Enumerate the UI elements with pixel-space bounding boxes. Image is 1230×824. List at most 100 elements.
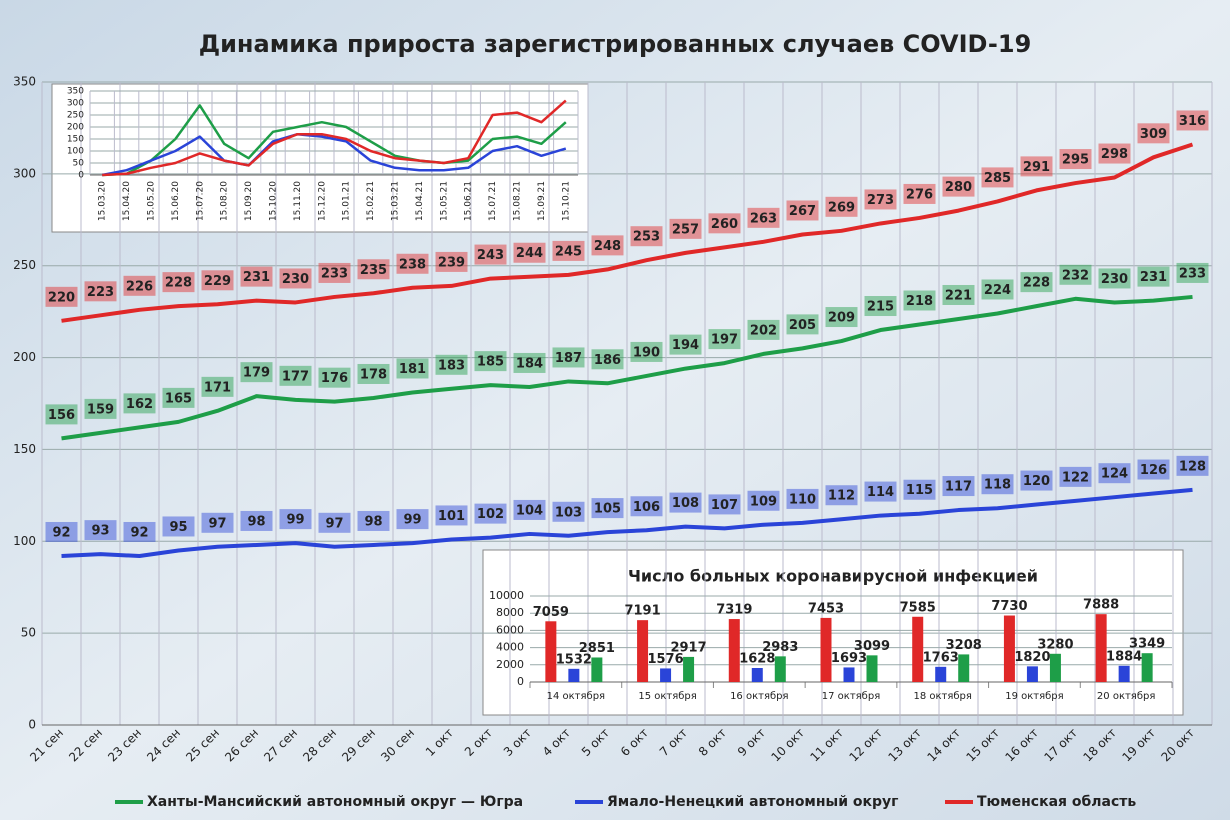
y-tick-label: 50 — [21, 626, 36, 640]
data-label-box — [396, 253, 429, 274]
data-label: 178 — [360, 367, 387, 382]
y-tick-label: 0 — [78, 171, 84, 181]
data-label-box — [279, 365, 312, 386]
y-tick-label: 150 — [67, 135, 84, 145]
data-label-box — [1137, 123, 1170, 144]
data-label: 108 — [672, 496, 699, 511]
data-label-box — [786, 488, 819, 509]
data-label-box — [591, 349, 624, 370]
data-label-box — [864, 189, 897, 210]
data-label: 230 — [1101, 272, 1128, 287]
y-tick-label: 350 — [13, 75, 36, 89]
data-label: 3099 — [854, 639, 890, 654]
data-label-box — [669, 492, 702, 513]
inset-frame — [482, 549, 1184, 716]
data-label: 269 — [828, 200, 855, 215]
data-label: 229 — [204, 274, 231, 289]
data-label: 112 — [828, 489, 855, 504]
data-label: 93 — [91, 524, 109, 539]
x-tick-label: 15.08.20 — [220, 181, 230, 221]
data-label: 263 — [750, 211, 777, 226]
data-label-box — [630, 226, 663, 247]
data-label: 98 — [364, 514, 382, 529]
bar — [637, 620, 649, 682]
y-tick-label: 150 — [13, 442, 36, 456]
data-label: 197 — [711, 333, 738, 348]
data-label: 235 — [360, 263, 387, 278]
data-label-box — [279, 509, 312, 530]
data-label: 101 — [438, 509, 465, 524]
series-line — [102, 99, 567, 177]
data-label: 92 — [130, 525, 148, 540]
data-label: 95 — [169, 520, 187, 535]
data-label: 183 — [438, 358, 465, 373]
data-label-box — [513, 242, 546, 263]
data-label: 1820 — [1014, 650, 1050, 665]
x-tick-label: 14 октября — [547, 691, 605, 702]
data-label: 187 — [555, 351, 582, 366]
data-label: 7059 — [533, 605, 569, 620]
x-tick-label: 18 октября — [913, 691, 971, 702]
data-label-box — [1176, 110, 1209, 131]
data-label-box — [318, 367, 351, 388]
data-label: 179 — [243, 366, 270, 381]
data-label-box — [981, 167, 1014, 188]
data-label-box — [84, 281, 117, 302]
series-line — [61, 294, 1193, 441]
data-label-box — [396, 358, 429, 379]
data-label: 110 — [789, 492, 816, 507]
data-label: 114 — [867, 485, 894, 500]
data-label-box — [123, 275, 156, 296]
data-label-box — [825, 307, 858, 328]
x-tick-label: 15.03.20 — [98, 181, 108, 221]
x-tick-label: 15.07.20 — [195, 181, 205, 221]
data-label: 3349 — [1129, 637, 1165, 652]
y-tick-label: 6000 — [496, 623, 524, 636]
bar — [1141, 653, 1153, 682]
data-label: 218 — [906, 294, 933, 309]
data-label-box — [864, 481, 897, 502]
legend-label: Тюменская область — [977, 794, 1136, 810]
data-label-box — [903, 290, 936, 311]
data-label: 238 — [399, 257, 426, 272]
data-label-box — [669, 334, 702, 355]
data-label-box — [981, 474, 1014, 495]
data-label-box — [240, 362, 273, 383]
data-label-box — [747, 319, 780, 340]
y-tick-label: 50 — [73, 159, 85, 169]
y-tick-label: 0 — [517, 675, 524, 688]
data-label: 1763 — [923, 650, 959, 665]
data-label-box — [201, 376, 234, 397]
data-label-box — [201, 512, 234, 533]
data-label: 1532 — [556, 652, 592, 667]
data-label-box — [1020, 156, 1053, 177]
data-label: 309 — [1140, 127, 1167, 142]
x-tick-label: 15.10.20 — [269, 181, 279, 221]
y-tick-label: 8000 — [496, 606, 524, 619]
data-label-box — [591, 235, 624, 256]
y-tick-label: 200 — [67, 123, 84, 133]
data-label: 202 — [750, 323, 777, 338]
x-tick-label: 15.10.21 — [561, 181, 571, 221]
data-label-box — [747, 207, 780, 228]
chart-title: Динамика прироста зарегистрированных слу… — [199, 30, 1032, 58]
data-label: 295 — [1062, 153, 1089, 168]
data-label: 99 — [403, 513, 421, 528]
bar — [591, 657, 603, 682]
data-label-box — [669, 218, 702, 239]
data-label-box — [318, 512, 351, 533]
data-label: 205 — [789, 318, 816, 333]
data-label: 215 — [867, 300, 894, 315]
data-label: 231 — [243, 270, 270, 285]
data-label-box — [162, 272, 195, 293]
data-label: 245 — [555, 244, 582, 259]
data-label: 230 — [282, 272, 309, 287]
data-label: 233 — [321, 266, 348, 281]
data-label: 184 — [516, 356, 543, 371]
y-tick-label: 100 — [13, 534, 36, 548]
data-label: 177 — [282, 369, 309, 384]
data-label: 128 — [1179, 459, 1206, 474]
x-tick-label: 15.05.20 — [147, 181, 157, 221]
bar — [866, 655, 878, 682]
bar — [1118, 665, 1130, 682]
